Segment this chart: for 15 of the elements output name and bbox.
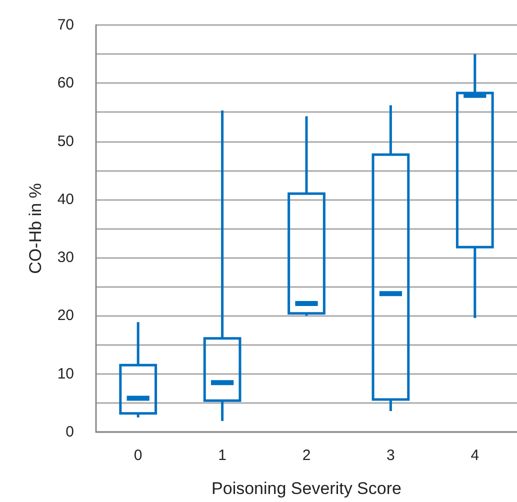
y-tick-label: 60: [57, 74, 74, 92]
y-tick-label: 50: [57, 132, 74, 150]
y-tick-label: 30: [57, 249, 74, 266]
y-tick-label: 40: [57, 190, 74, 208]
x-tick-label: 2: [302, 447, 311, 464]
x-tick-label: 1: [218, 447, 226, 464]
y-axis-title: CO-Hb in %: [26, 183, 45, 274]
y-tick-label: 0: [66, 424, 74, 440]
y-tick-label: 10: [57, 365, 74, 382]
y-tick-label: 20: [57, 307, 74, 324]
x-tick-label: 3: [386, 447, 395, 464]
x-tick-label: 0: [134, 447, 142, 464]
x-tick-label: 4: [470, 447, 480, 464]
x-axis-title: Poisoning Severity Score: [212, 479, 402, 498]
y-tick-label: 70: [57, 16, 74, 34]
